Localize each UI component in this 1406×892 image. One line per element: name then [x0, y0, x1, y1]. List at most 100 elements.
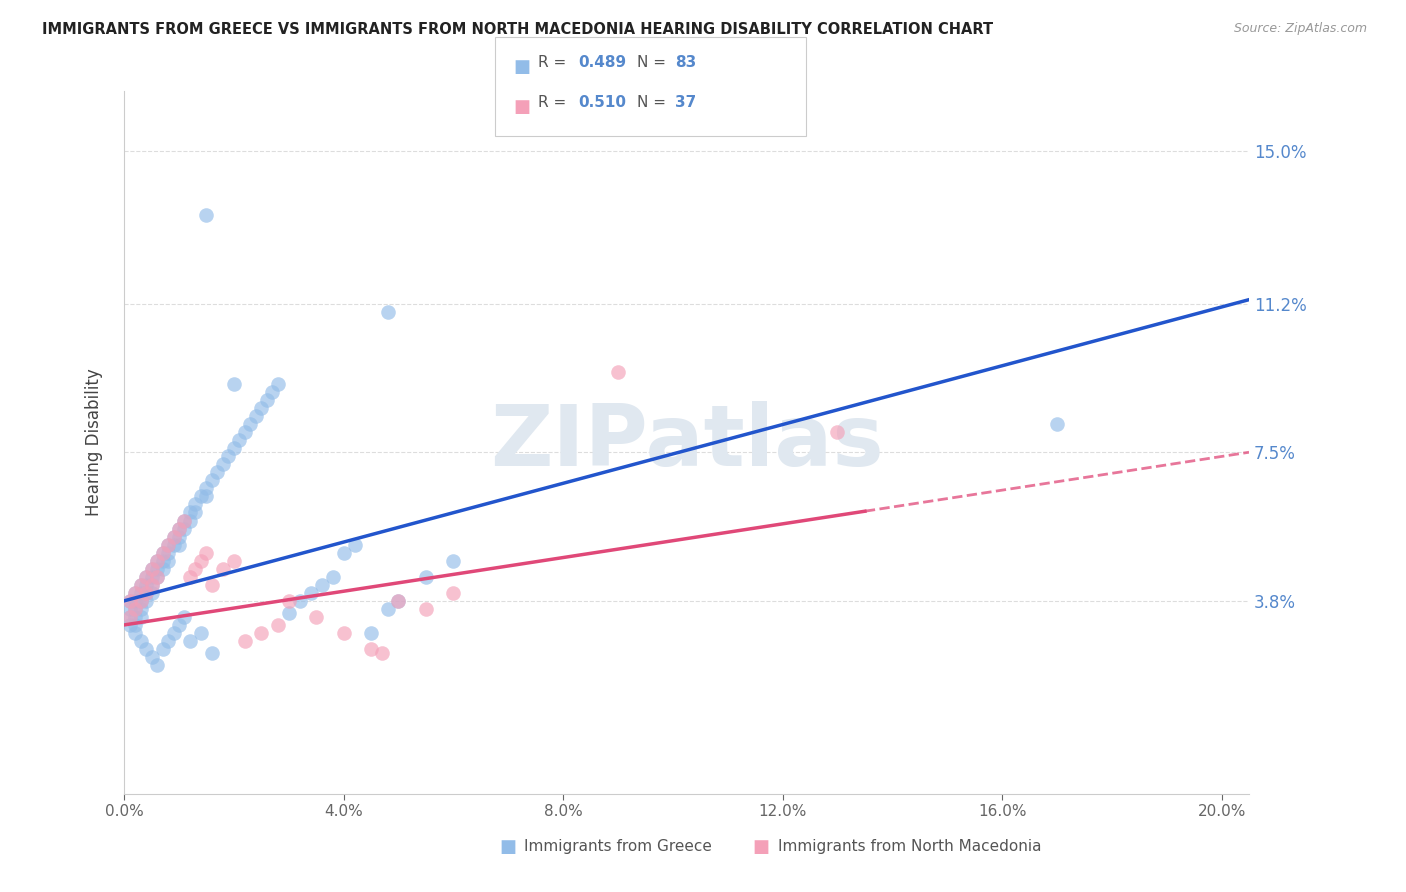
Point	[222, 442, 245, 456]
Point	[152, 546, 174, 560]
Text: 37: 37	[675, 95, 696, 111]
Point	[118, 594, 141, 608]
Y-axis label: Hearing Disability: Hearing Disability	[86, 368, 103, 516]
Point	[124, 610, 146, 624]
Point	[377, 602, 399, 616]
Point	[441, 554, 464, 568]
Point	[195, 490, 218, 504]
Point	[141, 562, 163, 576]
Point	[124, 602, 146, 616]
Point	[141, 650, 163, 665]
Point	[167, 618, 190, 632]
Point	[124, 618, 146, 632]
Point	[195, 482, 218, 496]
Text: ■: ■	[499, 838, 516, 856]
Text: R =: R =	[538, 55, 572, 70]
Point	[141, 578, 163, 592]
Point	[157, 546, 180, 560]
Text: IMMIGRANTS FROM GREECE VS IMMIGRANTS FROM NORTH MACEDONIA HEARING DISABILITY COR: IMMIGRANTS FROM GREECE VS IMMIGRANTS FRO…	[42, 22, 993, 37]
Point	[146, 562, 169, 576]
Point	[322, 570, 344, 584]
Point	[146, 554, 169, 568]
Point	[124, 586, 146, 600]
Text: N =: N =	[637, 55, 671, 70]
Point	[207, 466, 229, 480]
Point	[129, 634, 152, 648]
Point	[152, 546, 174, 560]
Point	[1046, 417, 1069, 431]
Point	[441, 586, 464, 600]
Point	[124, 594, 146, 608]
Point	[118, 610, 141, 624]
Point	[190, 626, 212, 640]
Point	[152, 642, 174, 657]
Point	[233, 425, 256, 439]
Point	[277, 606, 299, 620]
Point	[299, 586, 322, 600]
Point	[157, 538, 180, 552]
Point	[201, 646, 224, 660]
Point	[141, 562, 163, 576]
Text: ■: ■	[752, 838, 769, 856]
Text: 0.489: 0.489	[578, 55, 626, 70]
Point	[377, 304, 399, 318]
Point	[162, 530, 184, 544]
Point	[288, 594, 311, 608]
Point	[124, 602, 146, 616]
Point	[607, 365, 630, 379]
Point	[387, 594, 409, 608]
Text: 0.510: 0.510	[578, 95, 626, 111]
Point	[135, 570, 157, 584]
Point	[239, 417, 262, 431]
Point	[415, 570, 437, 584]
Point	[157, 634, 180, 648]
Point	[173, 610, 195, 624]
Point	[184, 498, 207, 512]
Point	[141, 570, 163, 584]
Point	[371, 646, 394, 660]
Point	[250, 401, 273, 415]
Text: 83: 83	[675, 55, 696, 70]
Point	[332, 546, 354, 560]
Point	[195, 208, 218, 222]
Point	[152, 554, 174, 568]
Point	[179, 570, 201, 584]
Text: ZIPatlas: ZIPatlas	[489, 401, 883, 483]
Point	[129, 594, 152, 608]
Point	[267, 618, 290, 632]
Point	[129, 610, 152, 624]
Point	[343, 538, 366, 552]
Point	[212, 458, 235, 472]
Point	[135, 578, 157, 592]
Point	[256, 392, 278, 407]
Point	[129, 602, 152, 616]
Point	[167, 530, 190, 544]
Point	[201, 474, 224, 488]
Point	[195, 546, 218, 560]
Text: Source: ZipAtlas.com: Source: ZipAtlas.com	[1233, 22, 1367, 36]
Text: ■: ■	[513, 58, 530, 76]
Point	[118, 602, 141, 616]
Point	[146, 658, 169, 673]
Point	[360, 642, 382, 657]
Point	[141, 586, 163, 600]
Point	[332, 626, 354, 640]
Point	[152, 562, 174, 576]
Point	[250, 626, 273, 640]
Point	[415, 602, 437, 616]
Point	[167, 522, 190, 536]
Text: R =: R =	[538, 95, 572, 111]
Point	[190, 490, 212, 504]
Point	[129, 586, 152, 600]
Point	[184, 506, 207, 520]
Point	[277, 594, 299, 608]
Text: Immigrants from Greece: Immigrants from Greece	[524, 838, 713, 854]
Point	[135, 586, 157, 600]
Point	[135, 594, 157, 608]
Point	[118, 618, 141, 632]
Point	[146, 554, 169, 568]
Point	[217, 450, 239, 464]
Point	[118, 594, 141, 608]
Point	[167, 522, 190, 536]
Point	[167, 538, 190, 552]
